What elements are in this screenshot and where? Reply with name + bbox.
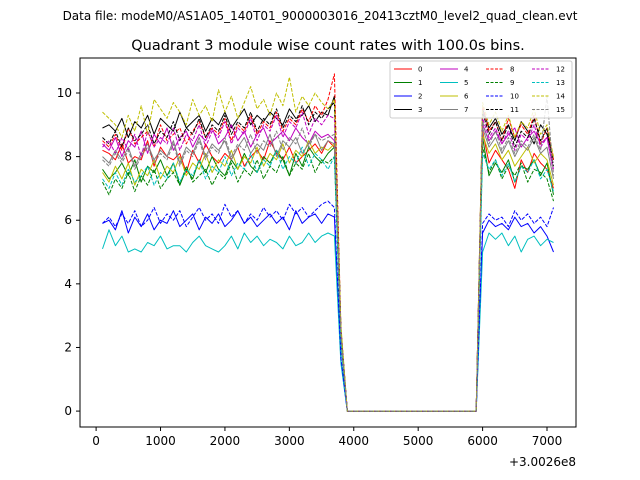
legend-label-15: 15 [556,106,565,114]
series-line-12 [102,111,554,412]
legend-label-11: 11 [510,106,519,114]
legend-label-0: 0 [418,66,422,74]
series-line-10 [102,200,554,412]
plot-frame [79,57,577,428]
x-axis: 0 1000 2000 3000 4000 5000 6000 7000 [92,427,562,448]
x-tick-label: 5000 [403,434,434,448]
legend-label-10: 10 [510,93,519,101]
y-tick-label: 6 [64,213,72,227]
y-tick-label: 4 [64,277,72,291]
data-file-label: Data file: modeM0/AS1A05_140T01_90000030… [63,9,578,23]
x-tick-label: 4000 [338,434,369,448]
y-tick-label: 10 [57,86,72,100]
legend-label-14: 14 [556,93,565,101]
legend-box [389,60,573,119]
legend-label-6: 6 [464,93,469,101]
x-tick-label: 3000 [274,434,305,448]
y-tick-label: 2 [64,340,72,354]
y-tick-label: 0 [64,404,72,418]
x-tick-label: 1000 [145,434,176,448]
x-tick-label: 2000 [210,434,241,448]
legend-label-7: 7 [464,106,468,114]
series-line-15 [102,95,554,412]
x-tick-label: 0 [92,434,100,448]
x-tick-label: 6000 [467,434,498,448]
y-tick-label: 8 [64,150,72,164]
legend-label-4: 4 [464,66,469,74]
legend-label-5: 5 [464,79,468,87]
x-axis-offset-label: +3.0026e8 [509,455,576,469]
legend-label-9: 9 [510,79,514,87]
legend-label-12: 12 [556,66,565,74]
legend-label-1: 1 [418,79,422,87]
x-tick-label: 7000 [532,434,563,448]
y-axis: 0 2 4 6 8 10 [57,86,80,418]
legend-label-2: 2 [418,93,422,101]
chart-title: Quadrant 3 module wise count rates with … [131,38,525,54]
legend-label-8: 8 [510,66,514,74]
series-layer [102,73,554,412]
legend-label-3: 3 [418,106,422,114]
legend-label-13: 13 [556,79,565,87]
